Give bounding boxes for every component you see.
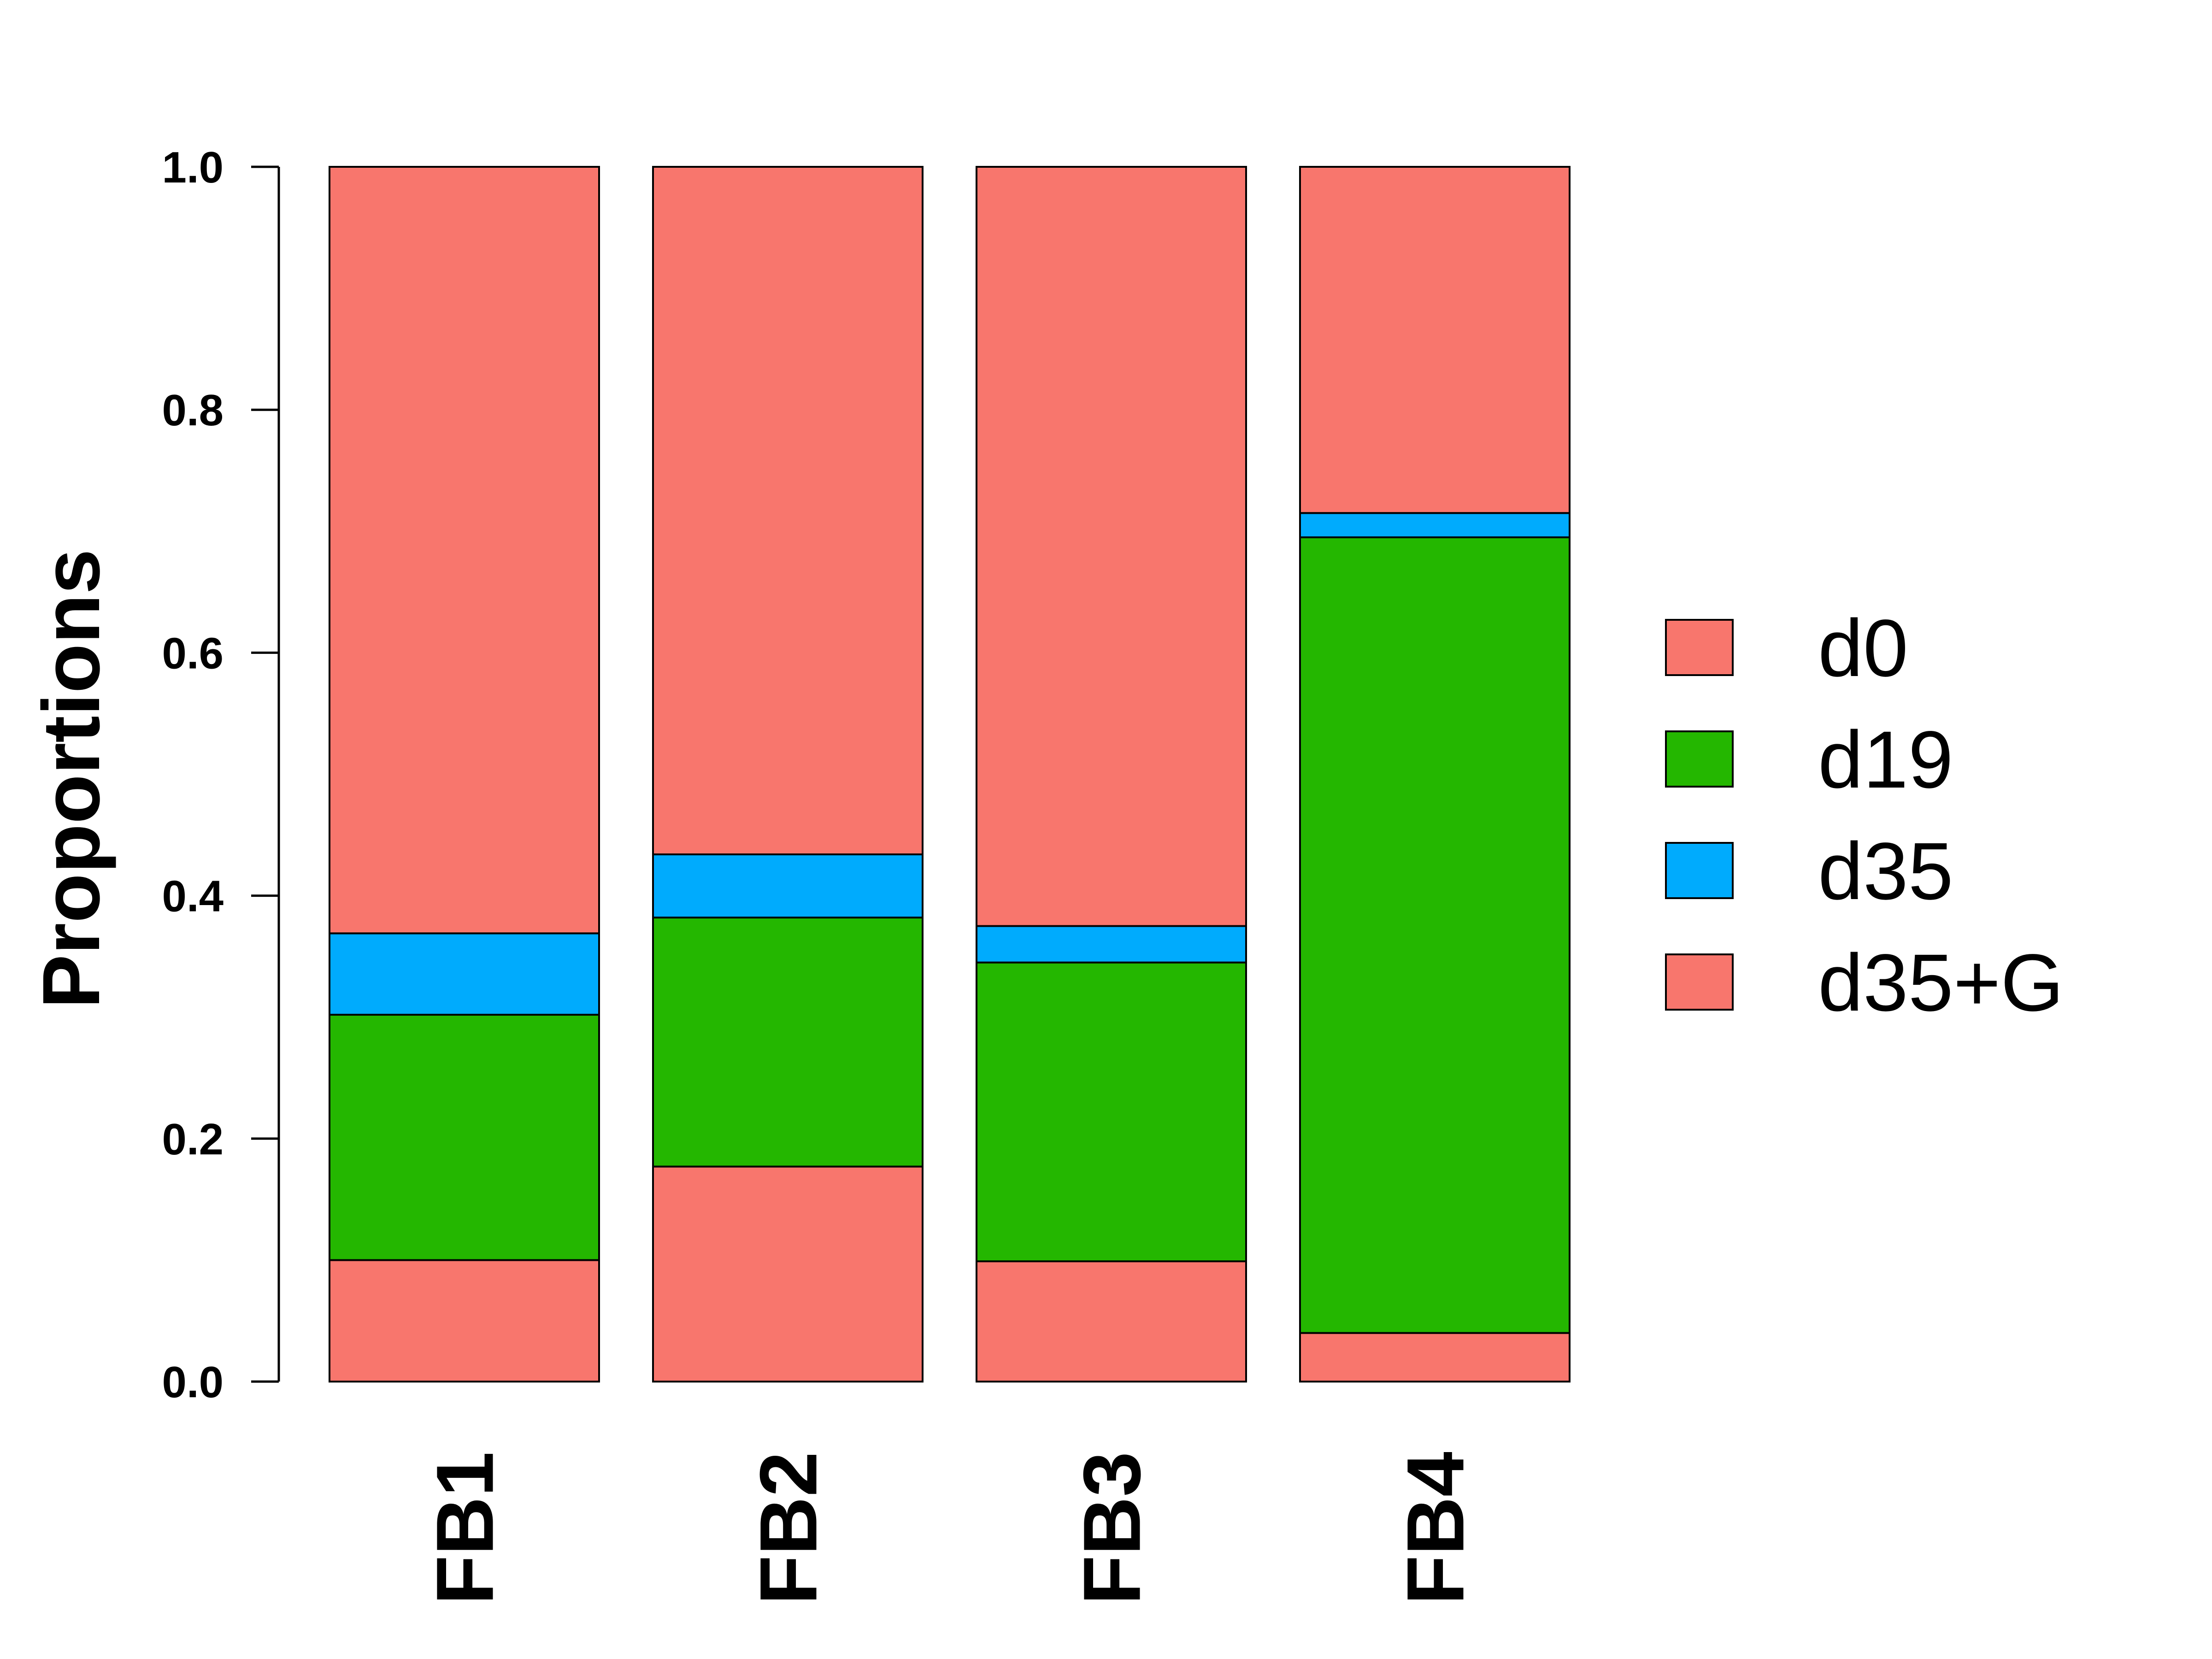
legend-label: d35 bbox=[1818, 826, 1953, 917]
bar-segment bbox=[652, 1165, 924, 1382]
x-tick-label: FB1 bbox=[420, 1452, 511, 1605]
legend-swatch bbox=[1665, 953, 1734, 1011]
x-tick-label: FB4 bbox=[1391, 1452, 1481, 1605]
y-tick-label: 0.4 bbox=[162, 872, 224, 921]
bar-segment bbox=[652, 166, 924, 855]
bar-segment bbox=[329, 166, 600, 935]
bar-segment bbox=[976, 1260, 1247, 1382]
bar-segment bbox=[329, 1259, 600, 1382]
x-tick-label: FB3 bbox=[1067, 1452, 1158, 1605]
bar-segment bbox=[1299, 512, 1571, 538]
y-tick-label: 0.2 bbox=[162, 1115, 224, 1164]
legend-label: d0 bbox=[1818, 603, 1908, 694]
legend-label: d35+G bbox=[1818, 938, 2064, 1028]
legend: d0 d19 d35 d35+G bbox=[1665, 603, 2064, 1028]
x-axis-labels: FB1 FB2 FB3 FB4 bbox=[420, 1452, 1481, 1605]
bar-segment bbox=[976, 961, 1247, 1263]
bar-segment bbox=[1299, 1332, 1571, 1383]
legend-label: d19 bbox=[1818, 715, 1953, 805]
bar-segment bbox=[1299, 166, 1571, 514]
y-axis-title: Proportions bbox=[26, 549, 117, 1008]
bar-segment bbox=[329, 1013, 600, 1261]
legend-swatch bbox=[1665, 730, 1734, 788]
legend-swatch bbox=[1665, 619, 1734, 676]
y-tick-label: 1.0 bbox=[162, 143, 224, 192]
bar-segment bbox=[976, 925, 1247, 964]
y-tick-label: 0.8 bbox=[162, 386, 224, 435]
bar-segment bbox=[329, 932, 600, 1016]
y-tick-label: 0.6 bbox=[162, 629, 224, 678]
y-tick-label: 0.0 bbox=[162, 1358, 224, 1407]
bar-segment bbox=[1299, 536, 1571, 1334]
bar-segment bbox=[652, 853, 924, 919]
x-tick-label: FB2 bbox=[744, 1452, 834, 1605]
bar-segment bbox=[652, 917, 924, 1168]
y-axis: 0.0 0.2 0.4 0.6 0.8 1.0 bbox=[162, 143, 280, 1407]
bars bbox=[329, 166, 1571, 1383]
bar-segment bbox=[976, 166, 1247, 927]
legend-swatch bbox=[1665, 842, 1734, 899]
